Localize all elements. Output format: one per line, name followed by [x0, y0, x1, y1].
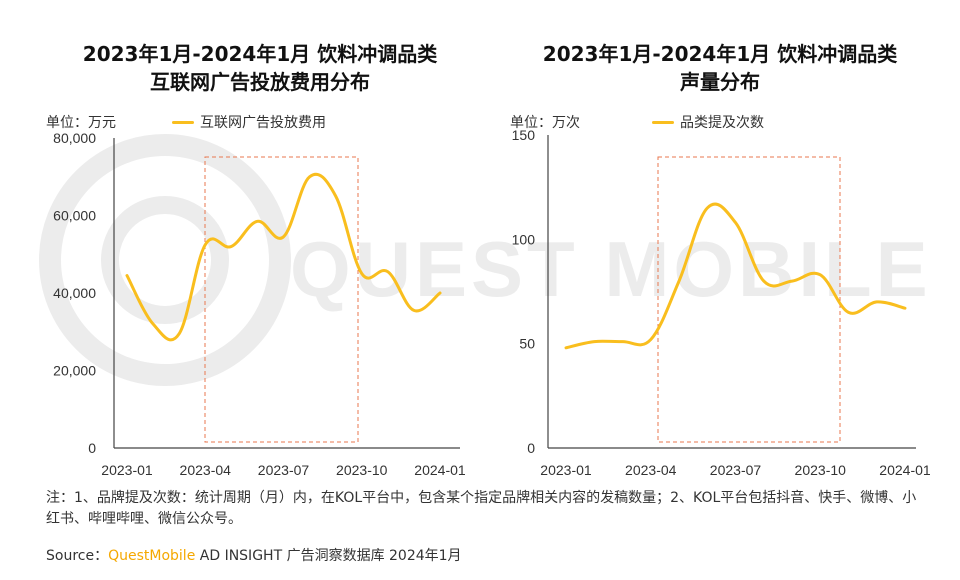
left-y-tick-label: 0 — [88, 440, 96, 456]
right-chart-title-line2: 声量分布 — [680, 70, 760, 94]
left-x-tick-label: 2024-01 — [414, 462, 466, 478]
left-x-tick-label: 2023-10 — [336, 462, 388, 478]
right-series-line — [564, 202, 907, 350]
left-legend-label: 互联网广告投放费用 — [200, 115, 326, 131]
right-x-tick-label: 2023-04 — [625, 462, 677, 478]
right-y-tick-label: 50 — [519, 336, 535, 352]
right-chart-title: 2023年1月-2024年1月 饮料冲调品类 声量分布 — [520, 40, 920, 96]
left-y-tick-label: 20,000 — [53, 363, 96, 379]
right-y-tick-label: 100 — [512, 231, 536, 247]
right-y-tick-label: 0 — [527, 440, 535, 456]
left-x-tick-label: 2023-07 — [258, 462, 310, 478]
source-rest: AD INSIGHT 广告洞察数据库 2024年1月 — [195, 548, 462, 564]
left-series-line — [125, 172, 442, 342]
right-x-tick-label: 2024-01 — [879, 462, 931, 478]
watermark-logo-icon — [39, 134, 291, 386]
footnote: 注：1、品牌提及次数：统计周期（月）内，在KOL平台中，包含某个指定品牌相关内容… — [46, 490, 917, 527]
left-chart-legend: 互联网广告投放费用 — [172, 112, 326, 132]
left-y-tick-label: 60,000 — [53, 208, 96, 224]
legend-line-swatch-icon — [652, 120, 674, 124]
source-label: Source： — [46, 548, 109, 564]
right-x-tick-label: 2023-10 — [795, 462, 847, 478]
watermark-text: QUEST MOBILE — [290, 225, 932, 313]
legend-line-swatch-icon — [172, 120, 194, 124]
left-x-tick-label: 2023-01 — [101, 462, 153, 478]
right-chart-unit: 单位：万次 — [510, 115, 580, 131]
right-highlight-box — [657, 156, 841, 443]
left-chart-unit: 单位：万元 — [46, 115, 116, 131]
left-y-tick-label: 40,000 — [53, 285, 96, 301]
left-chart-title-line2: 互联网广告投放费用分布 — [150, 70, 370, 94]
left-chart-title-line1: 2023年1月-2024年1月 饮料冲调品类 — [82, 42, 438, 66]
right-legend-label: 品类提及次数 — [680, 115, 764, 131]
source-brand: QuestMobile — [108, 548, 196, 564]
left-y-tick-label: 80,000 — [53, 130, 96, 146]
right-chart-title-line1: 2023年1月-2024年1月 饮料冲调品类 — [542, 42, 898, 66]
right-x-tick-label: 2023-07 — [710, 462, 762, 478]
source-line: Source：QuestMobile AD INSIGHT 广告洞察数据库 20… — [46, 545, 462, 565]
right-chart-legend: 品类提及次数 — [652, 112, 764, 132]
right-y-tick-label: 150 — [512, 127, 536, 143]
left-chart-title: 2023年1月-2024年1月 饮料冲调品类 互联网广告投放费用分布 — [60, 40, 460, 96]
right-x-tick-label: 2023-01 — [540, 462, 592, 478]
left-x-tick-label: 2023-04 — [180, 462, 232, 478]
left-highlight-box — [204, 156, 359, 443]
